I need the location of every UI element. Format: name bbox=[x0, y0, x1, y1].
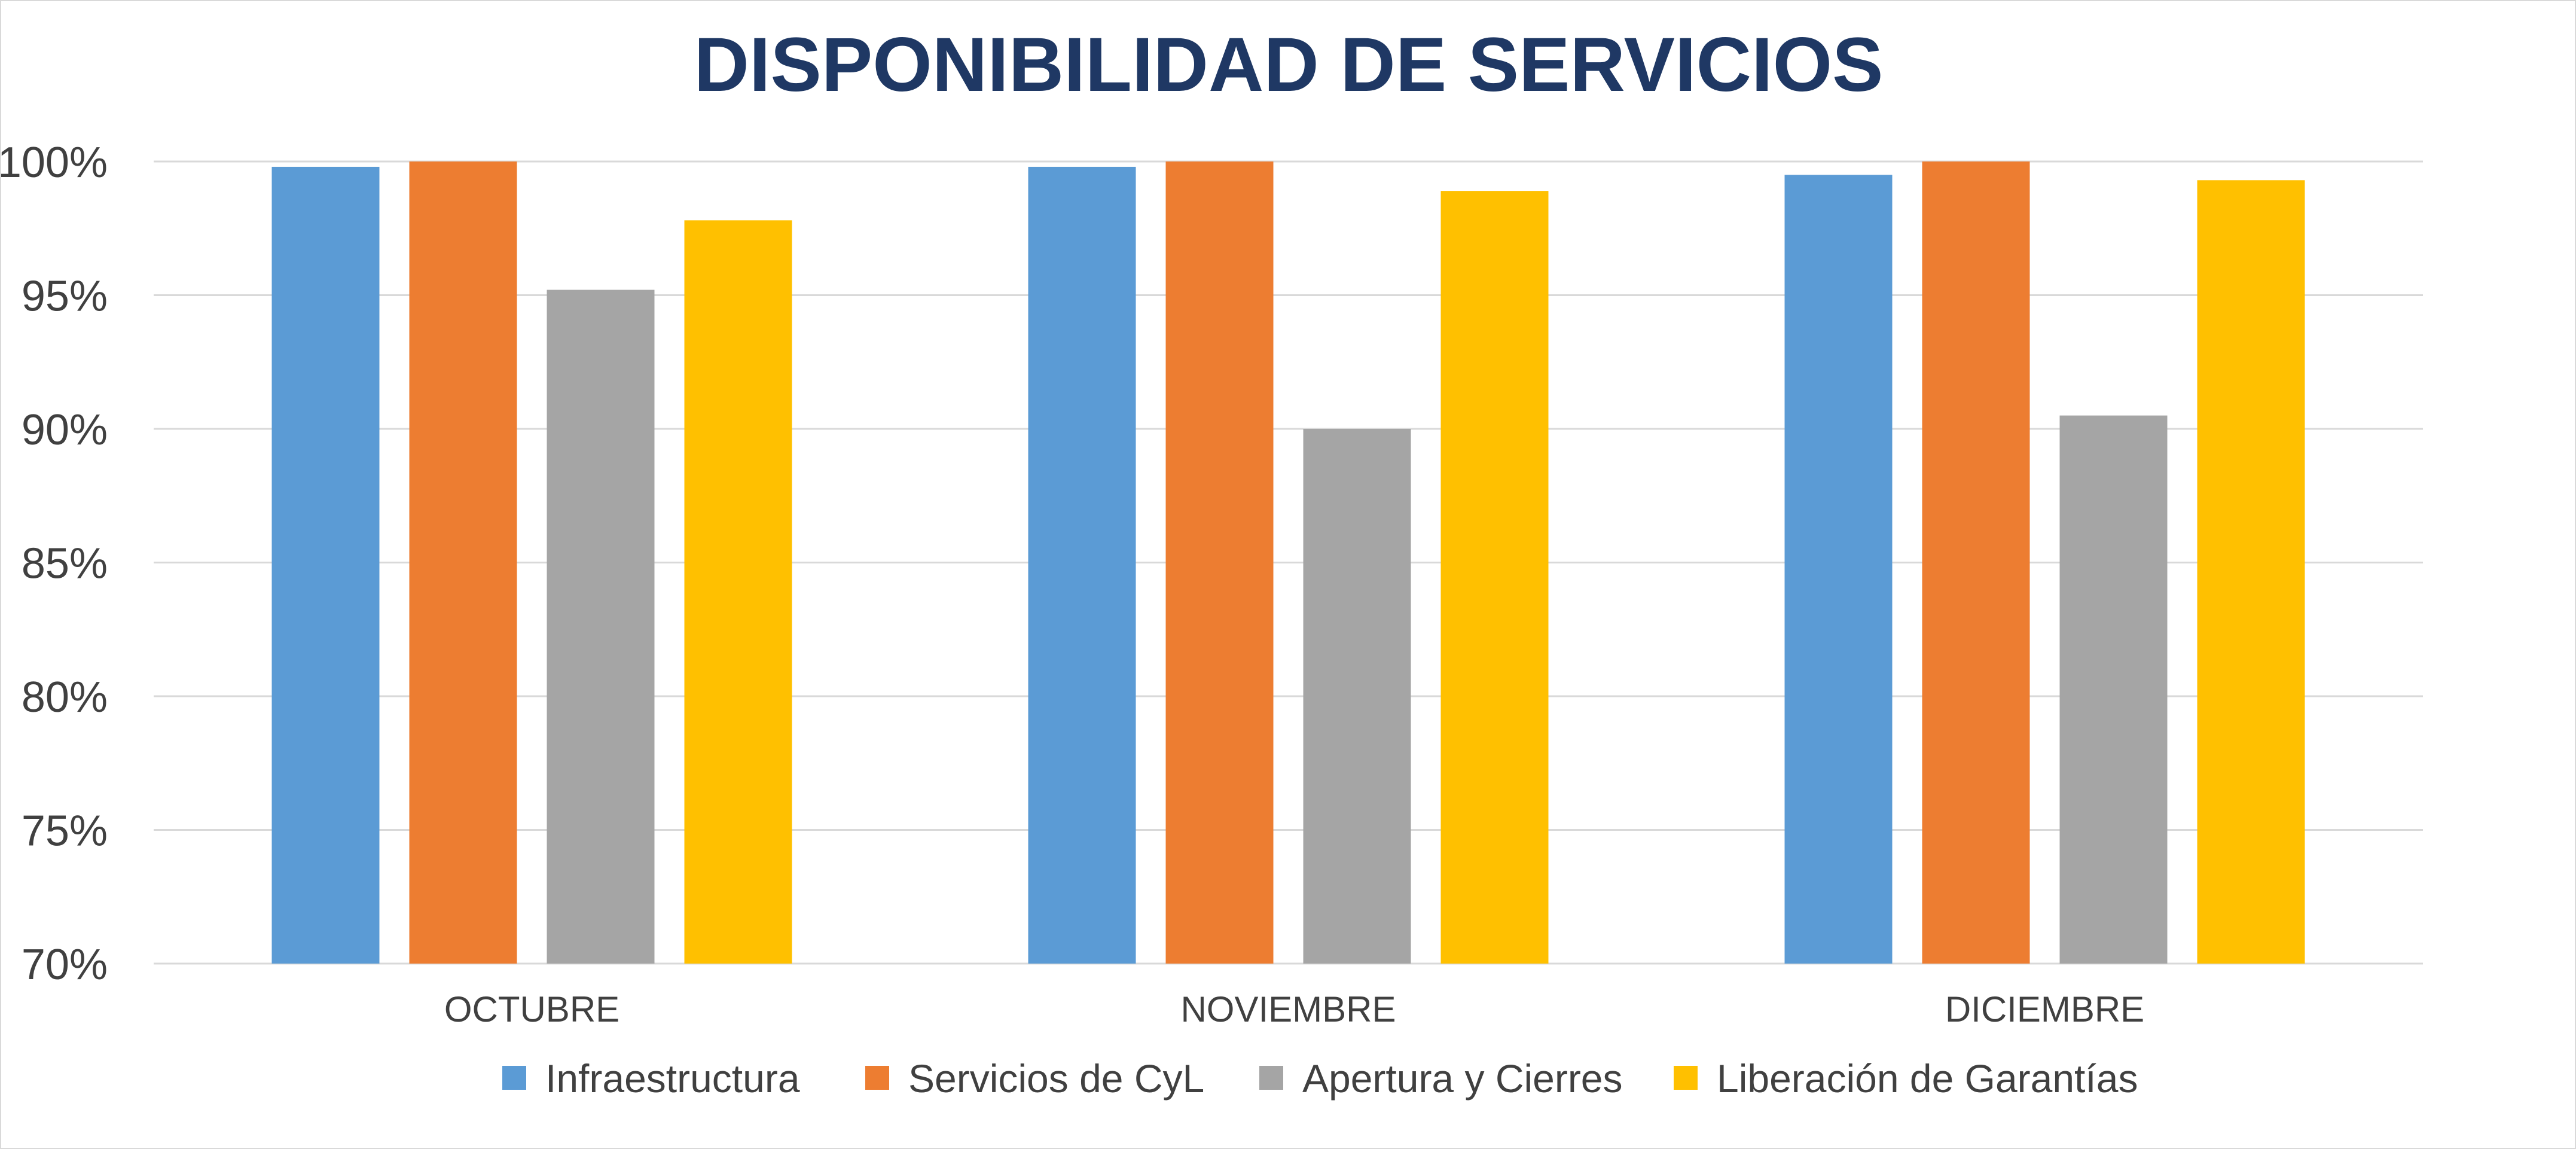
y-tick-label: 70% bbox=[22, 941, 108, 989]
bars bbox=[271, 161, 2305, 964]
legend-swatch bbox=[1259, 1066, 1283, 1090]
chart-title: DISPONIBILIDAD DE SERVICIOS bbox=[694, 22, 1883, 108]
legend-item: Servicios de CyL bbox=[865, 1056, 1204, 1101]
y-tick-label: 100% bbox=[1, 139, 108, 187]
bar-noviembre-4 bbox=[1440, 191, 1549, 964]
bar-diciembre-2 bbox=[1922, 161, 2030, 964]
x-tick-label: NOVIEMBRE bbox=[1180, 989, 1396, 1029]
y-tick-label: 80% bbox=[22, 673, 108, 721]
legend-swatch bbox=[865, 1066, 889, 1090]
legend: Infraestructura Servicios de CyL Apertura … bbox=[502, 1056, 2138, 1101]
legend-item: Liberación de Garantías bbox=[1674, 1056, 2138, 1101]
y-axis-ticks: 70% 75% 80% 85% 90% 95% 100% bbox=[1, 139, 108, 989]
legend-swatch bbox=[1674, 1066, 1698, 1090]
bar-noviembre-3 bbox=[1303, 429, 1411, 964]
bar-diciembre-3 bbox=[2059, 415, 2168, 964]
x-tick-label: OCTUBRE bbox=[444, 989, 619, 1029]
legend-label: Infraestructura bbox=[545, 1056, 800, 1101]
bar-octubre-4 bbox=[684, 220, 792, 964]
bar-octubre-2 bbox=[409, 161, 517, 964]
legend-item: Infraestructura bbox=[502, 1056, 800, 1101]
bar-diciembre-4 bbox=[2197, 180, 2305, 964]
y-tick-label: 85% bbox=[22, 540, 108, 588]
bar-noviembre-2 bbox=[1165, 161, 1274, 964]
legend-label: Apertura y Cierres bbox=[1302, 1056, 1623, 1101]
y-tick-label: 95% bbox=[22, 273, 108, 321]
bar-octubre-1 bbox=[271, 166, 380, 964]
y-tick-label: 90% bbox=[22, 406, 108, 454]
x-tick-label: DICIEMBRE bbox=[1945, 989, 2144, 1029]
bar-octubre-3 bbox=[547, 289, 655, 964]
y-tick-label: 75% bbox=[22, 807, 108, 855]
legend-label: Liberación de Garantías bbox=[1717, 1056, 2138, 1101]
legend-swatch bbox=[502, 1066, 526, 1090]
bar-diciembre-1 bbox=[1784, 175, 1893, 964]
bar-noviembre-1 bbox=[1028, 166, 1136, 964]
legend-item: Apertura y Cierres bbox=[1259, 1056, 1623, 1101]
x-axis-ticks: OCTUBRE NOVIEMBRE DICIEMBRE bbox=[444, 989, 2144, 1029]
gridlines bbox=[154, 160, 2423, 965]
legend-label: Servicios de CyL bbox=[908, 1056, 1204, 1101]
